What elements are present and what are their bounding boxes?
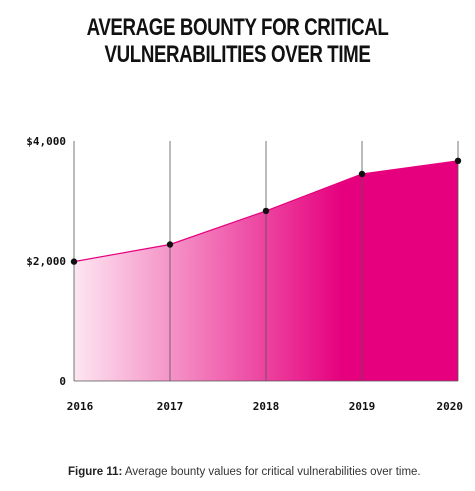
y-tick-label: $2,000 [26,255,66,268]
data-point-2018 [262,207,270,215]
data-point-2017 [166,241,174,248]
x-tick-label: 2019 [349,400,376,413]
data-point-2020 [454,157,462,164]
x-tick-label: 2017 [157,400,184,413]
chart-title-line-1: AVERAGE BOUNTY FOR CRITICAL [86,14,389,41]
y-tick-label: 0 [59,375,66,388]
grid-layer [73,141,459,382]
y-tick-label: $4,000 [26,135,66,148]
figure-caption: Figure 11: Average bounty values for cri… [68,466,421,478]
data-point-2016 [70,258,78,265]
caption-label: Figure 11: [68,466,123,478]
x-tick-label: 2016 [67,400,94,413]
data-point-2019 [358,170,366,178]
chart-title: AVERAGE BOUNTY FOR CRITICAL VULNERABILIT… [0,14,475,68]
marker-layer [70,157,462,265]
caption-text: Average bounty values for critical vulne… [124,466,421,478]
chart-title-line-2: VULNERABILITIES OVER TIME [104,41,371,68]
x-tick-label: 2020 [437,400,464,413]
x-tick-label: 2018 [253,400,280,413]
label-layer: 0 $2,000 $4,000 2016 2017 2018 2019 2020 [26,135,463,413]
